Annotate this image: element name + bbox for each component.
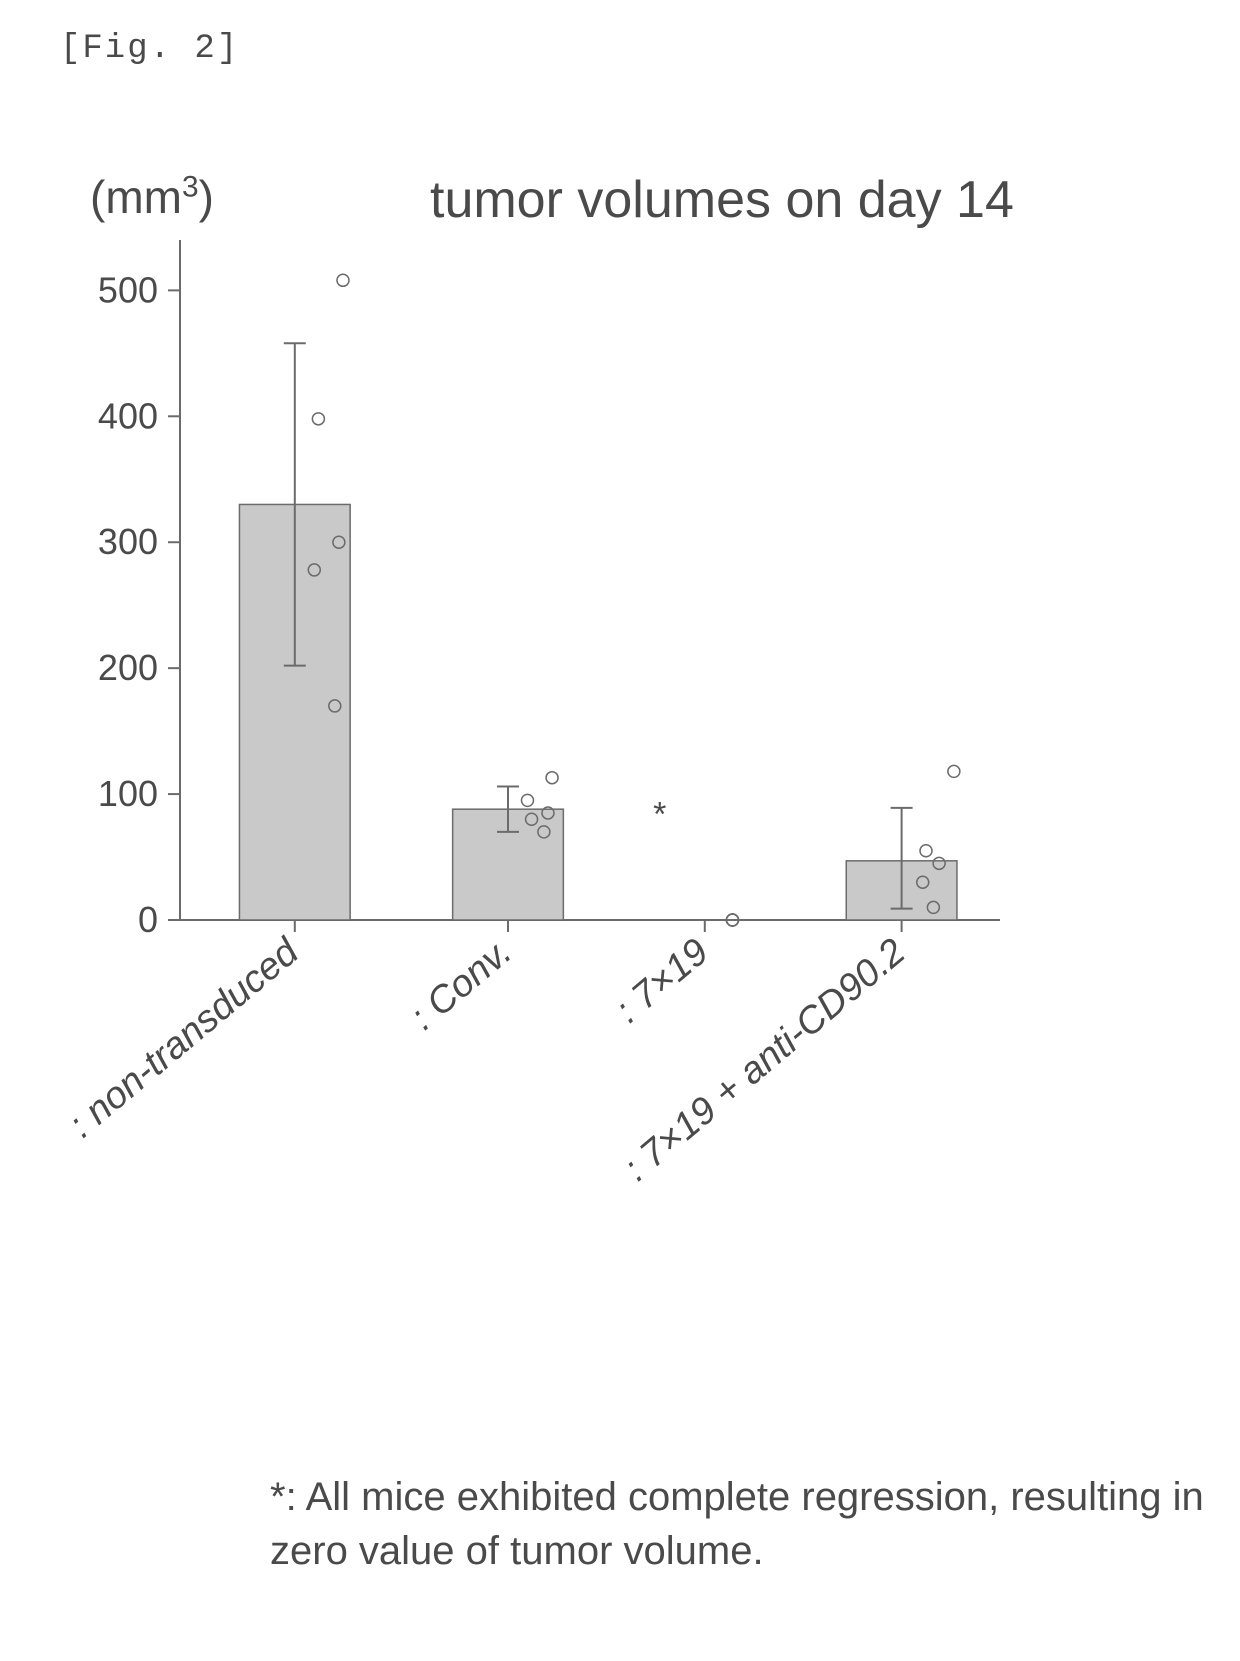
data-point — [337, 274, 349, 286]
y-tick-label: 0 — [138, 899, 158, 940]
x-tick-label: : 7×19 — [608, 931, 717, 1032]
x-tick-label: : non-transduced — [61, 930, 308, 1147]
data-point — [920, 845, 932, 857]
page: [Fig. 2] (mm3) tumor volumes on day 14 0… — [0, 0, 1240, 1661]
y-tick-label: 100 — [98, 773, 158, 814]
y-tick-label: 200 — [98, 647, 158, 688]
y-tick-label: 400 — [98, 395, 158, 436]
x-tick-label: : Conv. — [403, 931, 520, 1039]
data-point — [312, 413, 324, 425]
data-point — [546, 772, 558, 784]
y-tick-label: 500 — [98, 269, 158, 310]
y-tick-label: 300 — [98, 521, 158, 562]
bar-chart: 0 100 200 300 400 500 : non-transduced : Conv.:… — [0, 40, 1200, 1470]
annotation: * — [653, 796, 666, 834]
data-point — [521, 794, 533, 806]
footnote: *: All mice exhibited complete regressio… — [270, 1470, 1230, 1578]
data-point — [948, 765, 960, 777]
